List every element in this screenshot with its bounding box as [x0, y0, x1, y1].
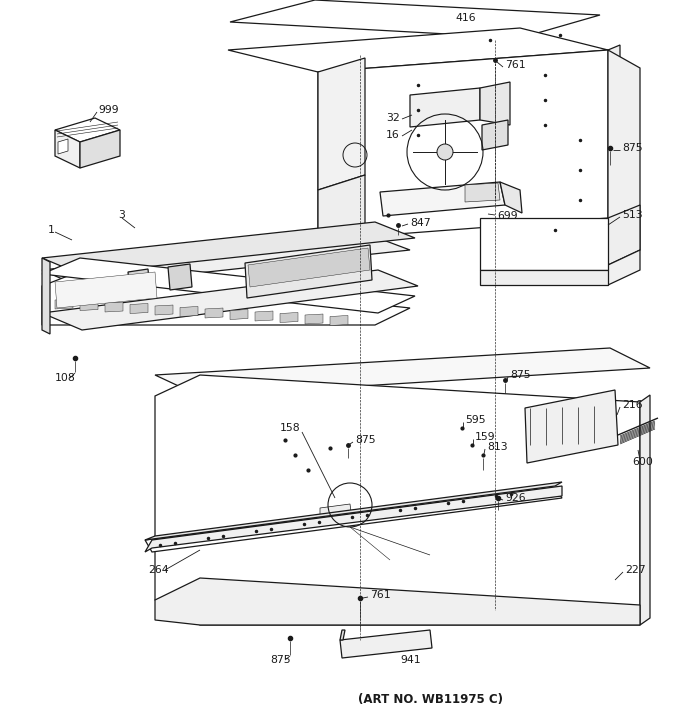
Polygon shape — [130, 304, 148, 313]
Text: 875: 875 — [622, 143, 643, 153]
Polygon shape — [42, 270, 418, 330]
Polygon shape — [155, 348, 650, 396]
Polygon shape — [305, 314, 323, 324]
Polygon shape — [318, 58, 365, 190]
Polygon shape — [245, 245, 372, 298]
Text: 926: 926 — [505, 493, 526, 503]
Polygon shape — [155, 305, 173, 315]
Polygon shape — [640, 395, 650, 625]
Polygon shape — [410, 88, 480, 127]
Text: 16: 16 — [386, 130, 400, 140]
Text: 264: 264 — [148, 565, 169, 575]
Text: 999: 999 — [98, 105, 118, 115]
Text: 600: 600 — [632, 457, 653, 467]
Polygon shape — [42, 272, 410, 325]
Polygon shape — [340, 630, 432, 658]
Polygon shape — [228, 28, 608, 72]
Text: 699: 699 — [497, 211, 517, 221]
Polygon shape — [230, 0, 600, 38]
Polygon shape — [525, 390, 618, 463]
Polygon shape — [145, 482, 562, 540]
Polygon shape — [608, 50, 640, 250]
Polygon shape — [465, 183, 500, 202]
Polygon shape — [42, 258, 50, 334]
Text: 3: 3 — [118, 210, 125, 220]
Polygon shape — [180, 307, 198, 317]
Polygon shape — [230, 310, 248, 320]
Polygon shape — [248, 248, 370, 287]
Polygon shape — [608, 250, 640, 285]
Polygon shape — [330, 315, 348, 326]
Text: 513: 513 — [622, 210, 643, 220]
Text: 761: 761 — [505, 60, 526, 70]
Polygon shape — [42, 222, 415, 274]
Text: 847: 847 — [410, 218, 430, 228]
Polygon shape — [608, 45, 620, 73]
Text: 595: 595 — [465, 415, 486, 425]
Text: 813: 813 — [487, 442, 508, 452]
Polygon shape — [155, 578, 640, 625]
Polygon shape — [58, 139, 68, 154]
Text: 159: 159 — [475, 432, 496, 442]
Polygon shape — [500, 182, 522, 213]
Text: 941: 941 — [400, 655, 421, 665]
Text: 158: 158 — [280, 423, 301, 433]
Polygon shape — [55, 118, 120, 142]
Polygon shape — [482, 120, 508, 150]
Polygon shape — [80, 300, 98, 310]
Polygon shape — [608, 205, 640, 265]
Polygon shape — [55, 130, 80, 168]
Polygon shape — [145, 486, 562, 552]
Text: 875: 875 — [270, 655, 290, 665]
Polygon shape — [155, 375, 640, 625]
Text: 216: 216 — [622, 400, 643, 410]
Polygon shape — [280, 312, 298, 323]
Polygon shape — [145, 488, 562, 552]
Text: 1: 1 — [48, 225, 55, 235]
Text: 761: 761 — [370, 590, 390, 600]
Polygon shape — [128, 269, 150, 293]
Polygon shape — [380, 182, 505, 216]
Polygon shape — [340, 630, 345, 640]
Text: 875: 875 — [510, 370, 530, 380]
Text: 416: 416 — [455, 13, 475, 23]
Polygon shape — [318, 175, 365, 255]
Polygon shape — [42, 235, 410, 286]
Text: (ART NO. WB11975 C): (ART NO. WB11975 C) — [358, 694, 503, 706]
Polygon shape — [168, 264, 192, 290]
Polygon shape — [318, 50, 608, 240]
Text: 108: 108 — [55, 373, 75, 383]
Polygon shape — [320, 504, 352, 524]
Polygon shape — [42, 258, 415, 313]
Polygon shape — [105, 302, 123, 312]
Polygon shape — [80, 130, 120, 168]
Polygon shape — [255, 311, 273, 321]
Text: 32: 32 — [386, 113, 400, 123]
Polygon shape — [205, 308, 223, 318]
Polygon shape — [480, 218, 608, 270]
Polygon shape — [480, 270, 608, 285]
Text: 875: 875 — [355, 435, 375, 445]
Circle shape — [437, 144, 453, 160]
Polygon shape — [55, 299, 73, 309]
Polygon shape — [480, 82, 510, 125]
Text: 227: 227 — [625, 565, 645, 575]
Polygon shape — [55, 272, 157, 308]
